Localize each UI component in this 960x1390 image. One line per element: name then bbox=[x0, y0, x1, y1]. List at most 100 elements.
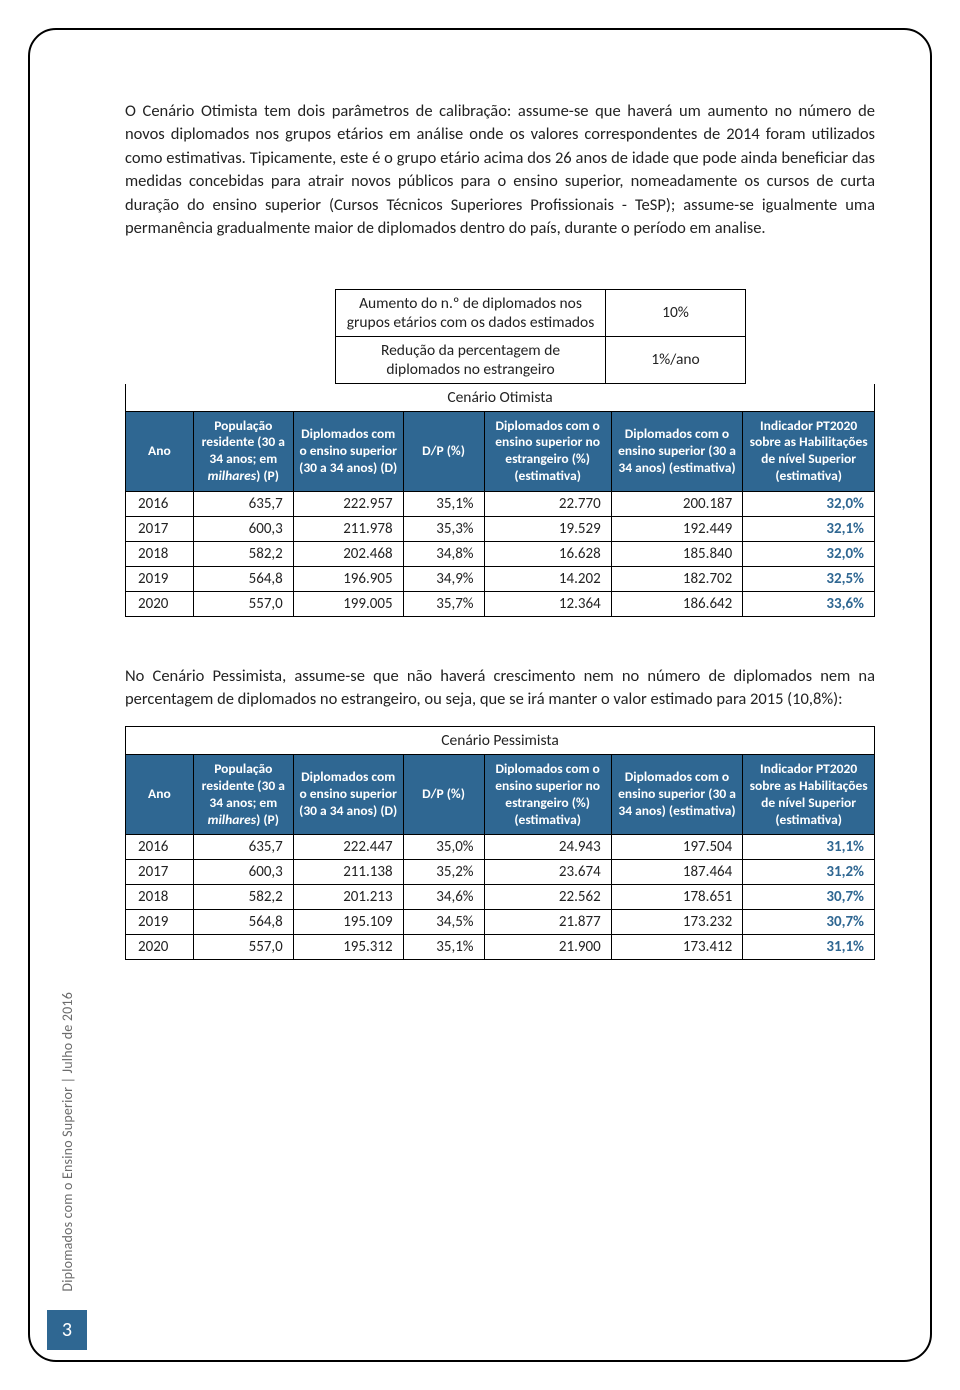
cell-estr: 14.202 bbox=[484, 567, 611, 592]
cell-estr: 23.674 bbox=[484, 860, 611, 885]
sidebar: Diplomados com o Ensino Superior | Julho… bbox=[42, 992, 92, 1350]
cell-dip: 222.957 bbox=[293, 492, 403, 517]
scenario-caption-pessimista: Cenário Pessimista bbox=[126, 726, 875, 754]
th-dip: Diplomados com o ensino superior (30 a 3… bbox=[293, 411, 403, 492]
cell-pop: 564,8 bbox=[193, 567, 293, 592]
table-row: 2017600,3211.13835,2%23.674187.46431,2% bbox=[126, 860, 875, 885]
cell-ano: 2017 bbox=[126, 517, 194, 542]
th-dp: D/P (%) bbox=[403, 411, 484, 492]
table-row: 2017600,3211.97835,3%19.529192.44932,1% bbox=[126, 517, 875, 542]
cell-pop: 557,0 bbox=[193, 592, 293, 617]
th-ind: Indicador PT2020 sobre as Habilitações d… bbox=[743, 411, 875, 492]
cell-dp: 34,9% bbox=[403, 567, 484, 592]
summary-label-2: Redução da percentagem de diplomados no … bbox=[336, 336, 606, 383]
table-row: Cenário Otimista bbox=[126, 384, 875, 412]
cell-dest: 192.449 bbox=[611, 517, 743, 542]
cell-ano: 2016 bbox=[126, 492, 194, 517]
cell-pop: 564,8 bbox=[193, 910, 293, 935]
cell-indicador: 32,5% bbox=[743, 567, 875, 592]
th-estr: Diplomados com o ensino superior no estr… bbox=[484, 411, 611, 492]
cell-ano: 2019 bbox=[126, 567, 194, 592]
paragraph-pessimista: No Cenário Pessimista, assume-se que não… bbox=[125, 665, 875, 712]
cell-dip: 195.109 bbox=[293, 910, 403, 935]
cell-ano: 2020 bbox=[126, 935, 194, 960]
th-dest: Diplomados com o ensino superior (30 a 3… bbox=[611, 411, 743, 492]
cell-pop: 557,0 bbox=[193, 935, 293, 960]
summary-label-1: Aumento do n.º de diplomados nos grupos … bbox=[336, 289, 606, 336]
cell-dest: 173.412 bbox=[611, 935, 743, 960]
table-row: 2020557,0199.00535,7%12.364186.64233,6% bbox=[126, 592, 875, 617]
cell-dip: 211.138 bbox=[293, 860, 403, 885]
cell-indicador: 31,1% bbox=[743, 835, 875, 860]
cell-ano: 2016 bbox=[126, 835, 194, 860]
cell-dest: 197.504 bbox=[611, 835, 743, 860]
cell-estr: 24.943 bbox=[484, 835, 611, 860]
cell-dip: 211.978 bbox=[293, 517, 403, 542]
table-row: 2018582,2202.46834,8%16.628185.84032,0% bbox=[126, 542, 875, 567]
cell-dip: 202.468 bbox=[293, 542, 403, 567]
cell-indicador: 30,7% bbox=[743, 910, 875, 935]
cell-estr: 22.770 bbox=[484, 492, 611, 517]
cell-dip: 195.312 bbox=[293, 935, 403, 960]
cell-indicador: 33,6% bbox=[743, 592, 875, 617]
cell-pop: 600,3 bbox=[193, 860, 293, 885]
th-dest: Diplomados com o ensino superior (30 a 3… bbox=[611, 754, 743, 835]
summary-table-wrap: Aumento do n.º de diplomados nos grupos … bbox=[125, 289, 875, 384]
page-number-badge: 3 bbox=[47, 1310, 87, 1350]
table-row: 2019564,8195.10934,5%21.877173.23230,7% bbox=[126, 910, 875, 935]
table-header-row: Ano População residente (30 a 34 anos; e… bbox=[126, 411, 875, 492]
table-row: 2019564,8196.90534,9%14.202182.70232,5% bbox=[126, 567, 875, 592]
table-row: Cenário Pessimista bbox=[126, 726, 875, 754]
cell-indicador: 32,0% bbox=[743, 492, 875, 517]
cell-dp: 35,2% bbox=[403, 860, 484, 885]
th-pop: População residente (30 a 34 anos; em mi… bbox=[193, 411, 293, 492]
summary-value-1: 10% bbox=[606, 289, 746, 336]
summary-row-1: Aumento do n.º de diplomados nos grupos … bbox=[336, 289, 746, 336]
cell-dp: 35,1% bbox=[403, 935, 484, 960]
cell-estr: 21.900 bbox=[484, 935, 611, 960]
table-row: 2016635,7222.44735,0%24.943197.50431,1% bbox=[126, 835, 875, 860]
cell-dp: 35,7% bbox=[403, 592, 484, 617]
page: O Cenário Otimista tem dois parâmetros d… bbox=[0, 0, 960, 1390]
cell-ano: 2017 bbox=[126, 860, 194, 885]
cell-indicador: 31,2% bbox=[743, 860, 875, 885]
cell-estr: 12.364 bbox=[484, 592, 611, 617]
th-estr: Diplomados com o ensino superior no estr… bbox=[484, 754, 611, 835]
cell-pop: 635,7 bbox=[193, 492, 293, 517]
table-otimista: Cenário Otimista Ano População residente… bbox=[125, 384, 875, 618]
table-row: 2018582,2201.21334,6%22.562178.65130,7% bbox=[126, 885, 875, 910]
cell-dp: 35,0% bbox=[403, 835, 484, 860]
cell-pop: 635,7 bbox=[193, 835, 293, 860]
cell-dest: 182.702 bbox=[611, 567, 743, 592]
cell-estr: 16.628 bbox=[484, 542, 611, 567]
cell-dest: 185.840 bbox=[611, 542, 743, 567]
th-dip: Diplomados com o ensino superior (30 a 3… bbox=[293, 754, 403, 835]
cell-ano: 2020 bbox=[126, 592, 194, 617]
cell-indicador: 32,0% bbox=[743, 542, 875, 567]
page-frame: O Cenário Otimista tem dois parâmetros d… bbox=[28, 28, 932, 1362]
cell-ano: 2018 bbox=[126, 885, 194, 910]
cell-indicador: 31,1% bbox=[743, 935, 875, 960]
paragraph-otimista: O Cenário Otimista tem dois parâmetros d… bbox=[125, 100, 875, 241]
sidebar-vertical-label: Diplomados com o Ensino Superior | Julho… bbox=[59, 992, 76, 1292]
th-ano: Ano bbox=[126, 411, 194, 492]
cell-estr: 22.562 bbox=[484, 885, 611, 910]
th-ano: Ano bbox=[126, 754, 194, 835]
cell-dp: 35,1% bbox=[403, 492, 484, 517]
table-row: 2016635,7222.95735,1%22.770200.18732,0% bbox=[126, 492, 875, 517]
cell-dest: 186.642 bbox=[611, 592, 743, 617]
cell-dp: 34,5% bbox=[403, 910, 484, 935]
cell-dest: 173.232 bbox=[611, 910, 743, 935]
cell-pop: 600,3 bbox=[193, 517, 293, 542]
cell-dp: 35,3% bbox=[403, 517, 484, 542]
cell-dest: 200.187 bbox=[611, 492, 743, 517]
cell-dp: 34,6% bbox=[403, 885, 484, 910]
cell-dp: 34,8% bbox=[403, 542, 484, 567]
cell-pop: 582,2 bbox=[193, 885, 293, 910]
summary-value-2: 1%/ano bbox=[606, 336, 746, 383]
cell-dip: 201.213 bbox=[293, 885, 403, 910]
cell-dip: 199.005 bbox=[293, 592, 403, 617]
summary-table: Aumento do n.º de diplomados nos grupos … bbox=[335, 289, 746, 384]
cell-dip: 196.905 bbox=[293, 567, 403, 592]
cell-indicador: 30,7% bbox=[743, 885, 875, 910]
